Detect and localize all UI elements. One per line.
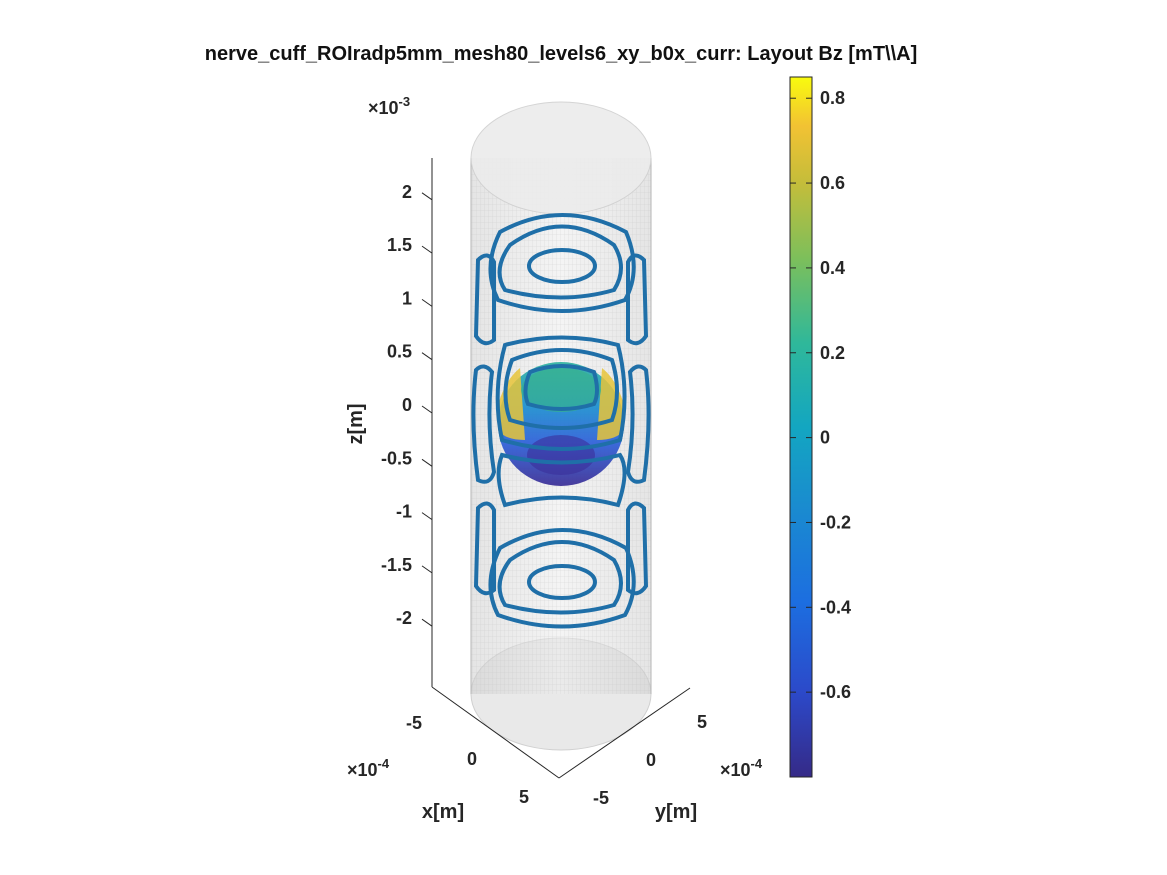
z-tick-mark — [421, 245, 433, 254]
y-axis-label: y[m] — [655, 801, 697, 823]
x-ticks: -5 0 5 — [406, 713, 529, 807]
z-tick-mark — [421, 405, 433, 414]
contour-lower-right — [626, 501, 649, 596]
colorbar-tick-label: 0.4 — [820, 258, 845, 278]
z-tick-label: 1.5 — [387, 235, 412, 255]
y-tick-label: -5 — [593, 788, 609, 808]
contour-upper-2 — [497, 224, 623, 300]
z-tick-label: -0.5 — [381, 448, 412, 468]
chart-title: nerve_cuff_ROIradp5mm_mesh80_levels6_xy_… — [205, 43, 918, 65]
x-axis-label: x[m] — [422, 801, 464, 823]
colorbar-tick-label: 0.2 — [820, 343, 845, 363]
z-tick-mark — [421, 352, 433, 361]
y-exponent: ×10-4 — [720, 756, 763, 780]
contour-mid-4 — [496, 452, 627, 508]
z-tick-mark — [421, 565, 433, 574]
z-tick-label: -2 — [396, 608, 412, 628]
z-tick-label: -1.5 — [381, 555, 412, 575]
colorbar — [789, 76, 813, 778]
colorbar-ticks: 0.8 0.6 0.4 0.2 0 -0.2 -0.4 -0.6 — [790, 88, 851, 702]
colorbar-tick-label: -0.6 — [820, 682, 851, 702]
contour-upper-right — [626, 253, 649, 346]
y-axis-line — [558, 687, 691, 779]
axes-3d — [431, 158, 691, 779]
z-tick-mark — [421, 512, 433, 521]
z-tick-mark — [421, 618, 433, 627]
coil-contours — [471, 213, 651, 629]
contour-lower-left — [473, 501, 496, 596]
contour-mid-1 — [523, 364, 599, 411]
z-tick-label: 1 — [402, 288, 412, 308]
z-tick-label: 2 — [402, 182, 412, 202]
contour-lower-2 — [497, 540, 623, 615]
z-tick-mark — [421, 298, 433, 307]
y-tick-label: 0 — [646, 750, 656, 770]
z-tick-label: 0 — [402, 395, 412, 415]
y-ticks: -5 0 5 — [593, 712, 707, 808]
colorbar-tick-label: -0.2 — [820, 512, 851, 532]
contour-mid-right — [625, 364, 651, 484]
x-axis-line — [431, 686, 560, 779]
contour-mid-3 — [495, 335, 627, 451]
y-tick-label: 5 — [697, 712, 707, 732]
z-tick-label: 0.5 — [387, 342, 412, 362]
x-tick-label: -5 — [406, 713, 422, 733]
roi-sphere — [498, 362, 624, 486]
z-ticks: 2 1.5 1 0.5 0 -0.5 -1 -1.5 -2 — [381, 182, 433, 628]
z-axis-label: z[m] — [345, 403, 367, 444]
contour-mid-2 — [503, 348, 619, 430]
z-tick-mark — [421, 192, 433, 201]
cylinder-top-cap — [470, 101, 652, 215]
z-tick-mark — [421, 458, 433, 467]
colorbar-tick-label: 0.8 — [820, 88, 845, 108]
colorbar-tick-label: 0.6 — [820, 173, 845, 193]
x-tick-label: 0 — [467, 749, 477, 769]
z-tick-label: -1 — [396, 502, 412, 522]
contour-lower-3 — [488, 528, 636, 629]
contour-upper-left — [473, 253, 496, 346]
contour-mid-left — [471, 364, 497, 484]
x-exponent: ×10-4 — [347, 756, 390, 780]
x-tick-label: 5 — [519, 787, 529, 807]
z-exponent: ×10-3 — [368, 94, 410, 118]
contour-upper-1 — [527, 248, 597, 284]
contour-lower-1 — [527, 564, 597, 600]
colorbar-tick-label: 0 — [820, 428, 830, 448]
colorbar-tick-label: -0.4 — [820, 597, 851, 617]
